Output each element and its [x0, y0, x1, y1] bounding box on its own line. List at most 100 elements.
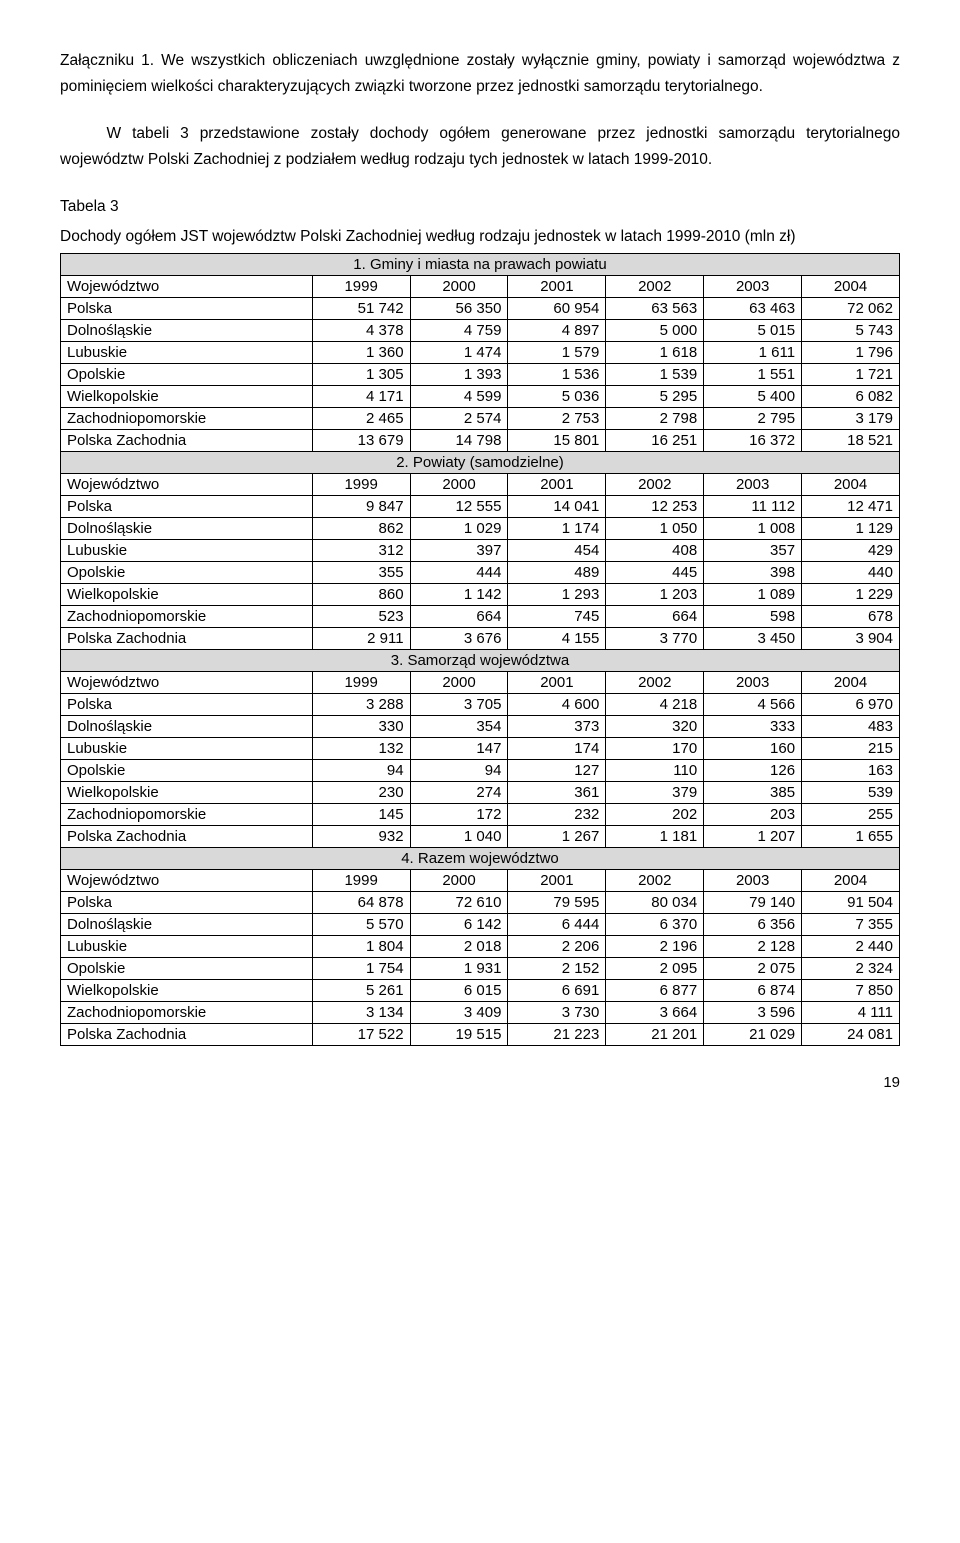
row-label: Dolnośląskie: [61, 518, 313, 540]
cell-value: 9 847: [312, 496, 410, 518]
cell-value: 13 679: [312, 430, 410, 452]
cell-value: 354: [410, 716, 508, 738]
row-label: Opolskie: [61, 562, 313, 584]
cell-value: 160: [704, 738, 802, 760]
column-header-year: 2002: [606, 276, 704, 298]
cell-value: 1 618: [606, 342, 704, 364]
cell-value: 1 267: [508, 826, 606, 848]
column-header-year: 1999: [312, 474, 410, 496]
cell-value: 385: [704, 782, 802, 804]
row-label: Dolnośląskie: [61, 716, 313, 738]
column-header-year: 2004: [802, 474, 900, 496]
column-header-label: Województwo: [61, 672, 313, 694]
table-row: Wielkopolskie4 1714 5995 0365 2955 4006 …: [61, 386, 900, 408]
cell-value: 3 730: [508, 1002, 606, 1024]
intro-paragraph-2: W tabeli 3 przedstawione zostały dochody…: [60, 121, 900, 172]
cell-value: 202: [606, 804, 704, 826]
table-row: Opolskie1 3051 3931 5361 5391 5511 721: [61, 364, 900, 386]
row-label: Opolskie: [61, 958, 313, 980]
table-row: Polska Zachodnia17 52219 51521 22321 201…: [61, 1024, 900, 1046]
row-label: Polska: [61, 496, 313, 518]
column-header-year: 2000: [410, 870, 508, 892]
cell-value: 483: [802, 716, 900, 738]
cell-value: 4 155: [508, 628, 606, 650]
cell-value: 440: [802, 562, 900, 584]
column-header-year: 2001: [508, 276, 606, 298]
cell-value: 5 743: [802, 320, 900, 342]
cell-value: 1 229: [802, 584, 900, 606]
cell-value: 2 075: [704, 958, 802, 980]
cell-value: 1 050: [606, 518, 704, 540]
cell-value: 6 142: [410, 914, 508, 936]
cell-value: 72 610: [410, 892, 508, 914]
cell-value: 539: [802, 782, 900, 804]
column-header-year: 1999: [312, 870, 410, 892]
table-row: Dolnośląskie330354373320333483: [61, 716, 900, 738]
cell-value: 1 305: [312, 364, 410, 386]
table-row: Polska Zachodnia9321 0401 2671 1811 2071…: [61, 826, 900, 848]
table-label: Tabela 3: [60, 194, 900, 220]
cell-value: 312: [312, 540, 410, 562]
row-label: Lubuskie: [61, 342, 313, 364]
cell-value: 6 015: [410, 980, 508, 1002]
row-label: Opolskie: [61, 364, 313, 386]
section-title: 2. Powiaty (samodzielne): [61, 452, 900, 474]
cell-value: 330: [312, 716, 410, 738]
cell-value: 170: [606, 738, 704, 760]
table-row: Zachodniopomorskie3 1343 4093 7303 6643 …: [61, 1002, 900, 1024]
cell-value: 3 596: [704, 1002, 802, 1024]
cell-value: 1 181: [606, 826, 704, 848]
cell-value: 147: [410, 738, 508, 760]
cell-value: 2 798: [606, 408, 704, 430]
column-header-year: 2000: [410, 474, 508, 496]
cell-value: 860: [312, 584, 410, 606]
cell-value: 1 611: [704, 342, 802, 364]
row-label: Zachodniopomorskie: [61, 606, 313, 628]
row-label: Polska: [61, 298, 313, 320]
column-header-label: Województwo: [61, 276, 313, 298]
cell-value: 3 450: [704, 628, 802, 650]
cell-value: 126: [704, 760, 802, 782]
cell-value: 79 595: [508, 892, 606, 914]
cell-value: 429: [802, 540, 900, 562]
column-header-year: 2003: [704, 672, 802, 694]
table-row: Wielkopolskie5 2616 0156 6916 8776 8747 …: [61, 980, 900, 1002]
cell-value: 932: [312, 826, 410, 848]
cell-value: 3 770: [606, 628, 704, 650]
row-label: Wielkopolskie: [61, 386, 313, 408]
cell-value: 4 171: [312, 386, 410, 408]
cell-value: 664: [606, 606, 704, 628]
cell-value: 174: [508, 738, 606, 760]
cell-value: 379: [606, 782, 704, 804]
cell-value: 7 355: [802, 914, 900, 936]
cell-value: 2 440: [802, 936, 900, 958]
row-label: Polska Zachodnia: [61, 628, 313, 650]
cell-value: 1 040: [410, 826, 508, 848]
cell-value: 12 471: [802, 496, 900, 518]
cell-value: 18 521: [802, 430, 900, 452]
cell-value: 79 140: [704, 892, 802, 914]
cell-value: 3 904: [802, 628, 900, 650]
cell-value: 2 574: [410, 408, 508, 430]
cell-value: 94: [410, 760, 508, 782]
cell-value: 2 465: [312, 408, 410, 430]
cell-value: 63 563: [606, 298, 704, 320]
table-row: Wielkopolskie8601 1421 2931 2031 0891 22…: [61, 584, 900, 606]
column-header-year: 2001: [508, 672, 606, 694]
table-row: Zachodniopomorskie523664745664598678: [61, 606, 900, 628]
cell-value: 678: [802, 606, 900, 628]
cell-value: 21 029: [704, 1024, 802, 1046]
row-label: Polska Zachodnia: [61, 430, 313, 452]
cell-value: 15 801: [508, 430, 606, 452]
table-row: Polska9 84712 55514 04112 25311 11212 47…: [61, 496, 900, 518]
cell-value: 132: [312, 738, 410, 760]
cell-value: 64 878: [312, 892, 410, 914]
cell-value: 14 798: [410, 430, 508, 452]
cell-value: 5 000: [606, 320, 704, 342]
cell-value: 523: [312, 606, 410, 628]
row-label: Lubuskie: [61, 936, 313, 958]
column-header-year: 2002: [606, 672, 704, 694]
column-header-year: 2004: [802, 870, 900, 892]
table-row: Zachodniopomorskie145172232202203255: [61, 804, 900, 826]
cell-value: 5 036: [508, 386, 606, 408]
